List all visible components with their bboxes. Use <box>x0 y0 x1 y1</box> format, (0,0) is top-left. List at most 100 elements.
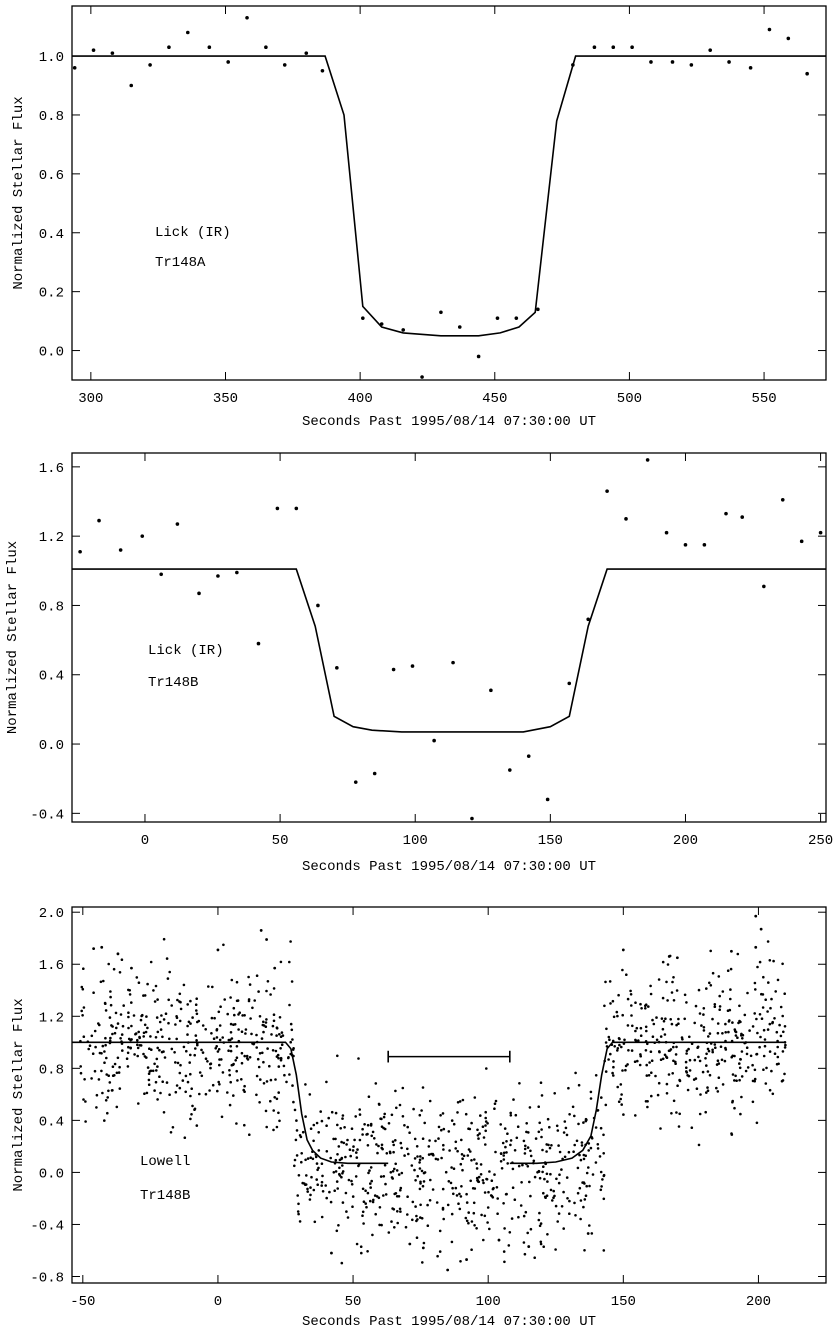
data-point <box>298 1220 302 1223</box>
data-point <box>486 1122 489 1125</box>
data-point <box>657 1040 661 1044</box>
data-point <box>716 1059 720 1062</box>
data-point <box>288 1003 291 1007</box>
data-point <box>264 1021 268 1024</box>
data-point <box>685 1049 689 1053</box>
data-point <box>576 1191 580 1195</box>
data-point <box>395 1195 399 1198</box>
data-point <box>317 1149 321 1152</box>
data-point <box>216 574 220 578</box>
data-point <box>393 1226 396 1229</box>
data-point <box>90 1034 94 1038</box>
data-point <box>319 1110 323 1113</box>
lick-ir-label: Lick (IR) <box>155 225 231 241</box>
data-point <box>499 1152 503 1155</box>
data-point <box>247 975 250 979</box>
data-point <box>605 1045 609 1048</box>
data-point <box>602 1133 605 1137</box>
data-point <box>524 1144 527 1148</box>
data-point <box>341 1164 344 1167</box>
data-point <box>527 1245 531 1248</box>
data-point <box>400 1146 403 1150</box>
data-point <box>256 1057 260 1061</box>
y-tick-label: 0.8 <box>39 109 64 125</box>
data-point <box>104 1009 108 1012</box>
data-point <box>126 1051 130 1055</box>
data-point <box>249 1017 252 1020</box>
data-point <box>255 1040 259 1044</box>
data-point <box>183 1136 187 1139</box>
data-point <box>460 1185 463 1188</box>
data-point <box>392 1150 395 1154</box>
data-point <box>272 1128 275 1132</box>
data-point <box>610 1043 614 1046</box>
data-point <box>657 1081 661 1085</box>
data-point <box>748 66 753 70</box>
data-point <box>379 1175 383 1178</box>
data-point <box>361 316 365 320</box>
data-point <box>418 1167 422 1170</box>
data-point <box>81 987 85 991</box>
data-point <box>243 1054 246 1058</box>
data-point <box>761 993 765 996</box>
data-point <box>266 1047 269 1050</box>
data-point <box>255 1046 258 1049</box>
data-point <box>395 1169 399 1172</box>
data-point <box>626 997 630 1001</box>
data-point <box>336 1187 340 1190</box>
data-point <box>153 1062 156 1066</box>
data-point <box>226 60 230 64</box>
data-point <box>462 1154 466 1158</box>
data-point <box>766 940 770 943</box>
data-point <box>529 1194 532 1198</box>
data-point <box>557 1144 560 1147</box>
x-tick-label: 450 <box>482 391 507 407</box>
data-point <box>285 1080 288 1084</box>
data-point <box>378 1103 381 1106</box>
data-point <box>391 1170 395 1173</box>
data-point <box>550 1144 553 1147</box>
data-point <box>398 1207 402 1211</box>
data-point <box>739 1112 742 1116</box>
data-point <box>419 1182 422 1185</box>
data-point <box>436 1158 440 1161</box>
data-point <box>153 1089 156 1092</box>
data-point <box>366 1144 370 1147</box>
data-point <box>300 1152 304 1155</box>
data-point <box>452 1167 456 1170</box>
data-point <box>195 1009 198 1012</box>
data-point <box>482 1181 485 1185</box>
data-point <box>656 1093 660 1097</box>
data-point <box>78 549 82 554</box>
data-point <box>264 45 268 50</box>
photometry-points <box>79 914 787 1272</box>
x-tick-label: 150 <box>611 1294 636 1310</box>
data-point <box>277 1056 280 1060</box>
data-point <box>380 1125 384 1128</box>
data-point <box>636 1059 639 1063</box>
data-point <box>317 1131 321 1134</box>
data-point <box>136 1043 139 1047</box>
data-point <box>182 983 186 987</box>
data-point <box>103 1050 106 1053</box>
data-point <box>688 1035 691 1039</box>
data-point <box>630 1049 634 1052</box>
data-point <box>476 1134 480 1137</box>
data-point <box>580 1144 584 1147</box>
data-point <box>605 489 609 493</box>
data-point <box>235 1045 239 1048</box>
data-point <box>574 1214 577 1217</box>
plot-frame <box>71 906 827 1284</box>
data-point <box>818 530 823 535</box>
data-point <box>240 1061 244 1065</box>
data-point <box>592 45 597 50</box>
data-point <box>749 1054 753 1058</box>
data-point <box>143 1092 146 1095</box>
data-point <box>663 1033 667 1036</box>
data-point <box>232 1094 235 1097</box>
data-point <box>121 1049 124 1052</box>
data-point <box>411 1200 415 1204</box>
data-point <box>138 1044 142 1047</box>
data-point <box>118 971 122 974</box>
data-point <box>401 1115 405 1118</box>
